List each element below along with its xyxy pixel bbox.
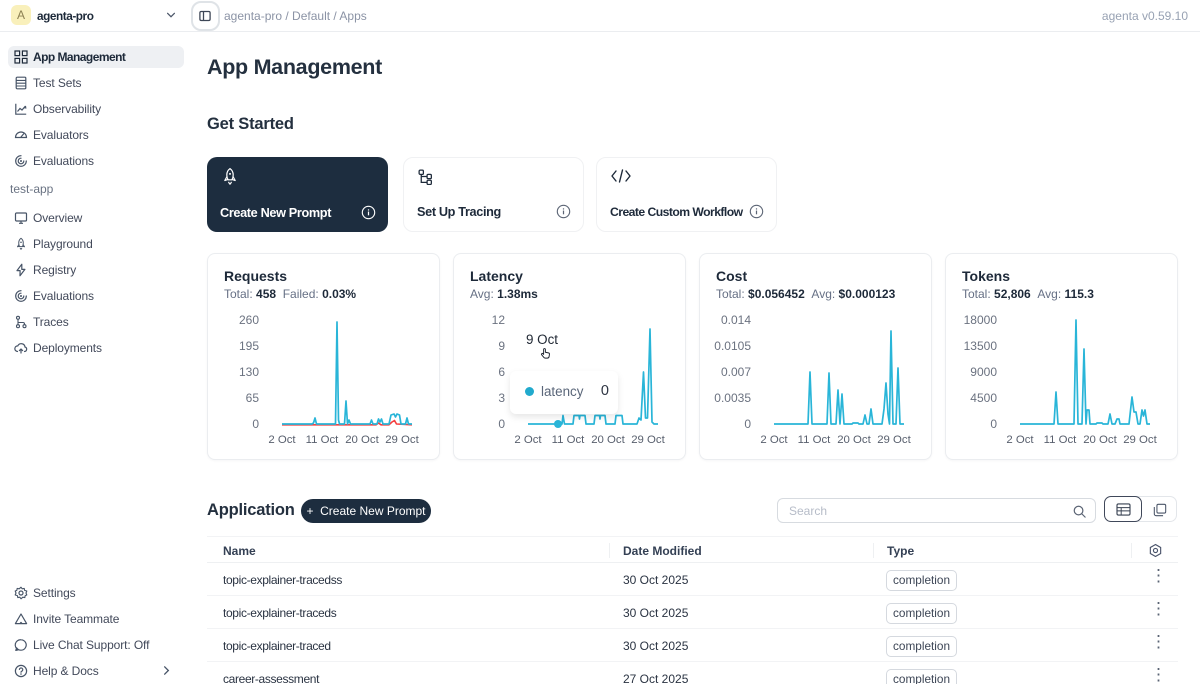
svg-text:20 Oct: 20 Oct (345, 434, 379, 446)
svg-text:11 Oct: 11 Oct (306, 434, 340, 446)
svg-text:195: 195 (239, 339, 259, 353)
svg-text:13500: 13500 (964, 339, 998, 353)
svg-text:130: 130 (239, 365, 259, 379)
svg-text:11 Oct: 11 Oct (1044, 434, 1078, 446)
svg-text:65: 65 (246, 391, 260, 405)
svg-text:0.0035: 0.0035 (714, 391, 751, 405)
svg-text:0: 0 (990, 417, 997, 431)
svg-text:9: 9 (498, 339, 505, 353)
svg-text:9000: 9000 (970, 365, 997, 379)
svg-text:29 Oct: 29 Oct (877, 434, 911, 446)
svg-text:2 Oct: 2 Oct (268, 434, 296, 446)
svg-text:4500: 4500 (970, 391, 997, 405)
svg-text:2 Oct: 2 Oct (760, 434, 788, 446)
svg-text:6: 6 (498, 365, 505, 379)
svg-text:11 Oct: 11 Oct (798, 434, 832, 446)
svg-text:29 Oct: 29 Oct (385, 434, 419, 446)
svg-text:2 Oct: 2 Oct (514, 434, 542, 446)
svg-text:18000: 18000 (964, 313, 998, 327)
svg-text:3: 3 (498, 391, 505, 405)
svg-text:0: 0 (252, 417, 259, 431)
svg-text:29 Oct: 29 Oct (1123, 434, 1157, 446)
svg-text:260: 260 (239, 313, 259, 327)
svg-text:20 Oct: 20 Oct (837, 434, 871, 446)
svg-text:20 Oct: 20 Oct (591, 434, 625, 446)
svg-text:11 Oct: 11 Oct (552, 434, 586, 446)
svg-text:20 Oct: 20 Oct (1083, 434, 1117, 446)
svg-text:0: 0 (744, 417, 751, 431)
svg-text:29 Oct: 29 Oct (631, 434, 665, 446)
svg-text:0.007: 0.007 (721, 365, 751, 379)
svg-text:0.014: 0.014 (721, 313, 751, 327)
svg-text:12: 12 (492, 313, 506, 327)
svg-text:2 Oct: 2 Oct (1006, 434, 1034, 446)
svg-text:0.0105: 0.0105 (714, 339, 751, 353)
svg-text:0: 0 (498, 417, 505, 431)
